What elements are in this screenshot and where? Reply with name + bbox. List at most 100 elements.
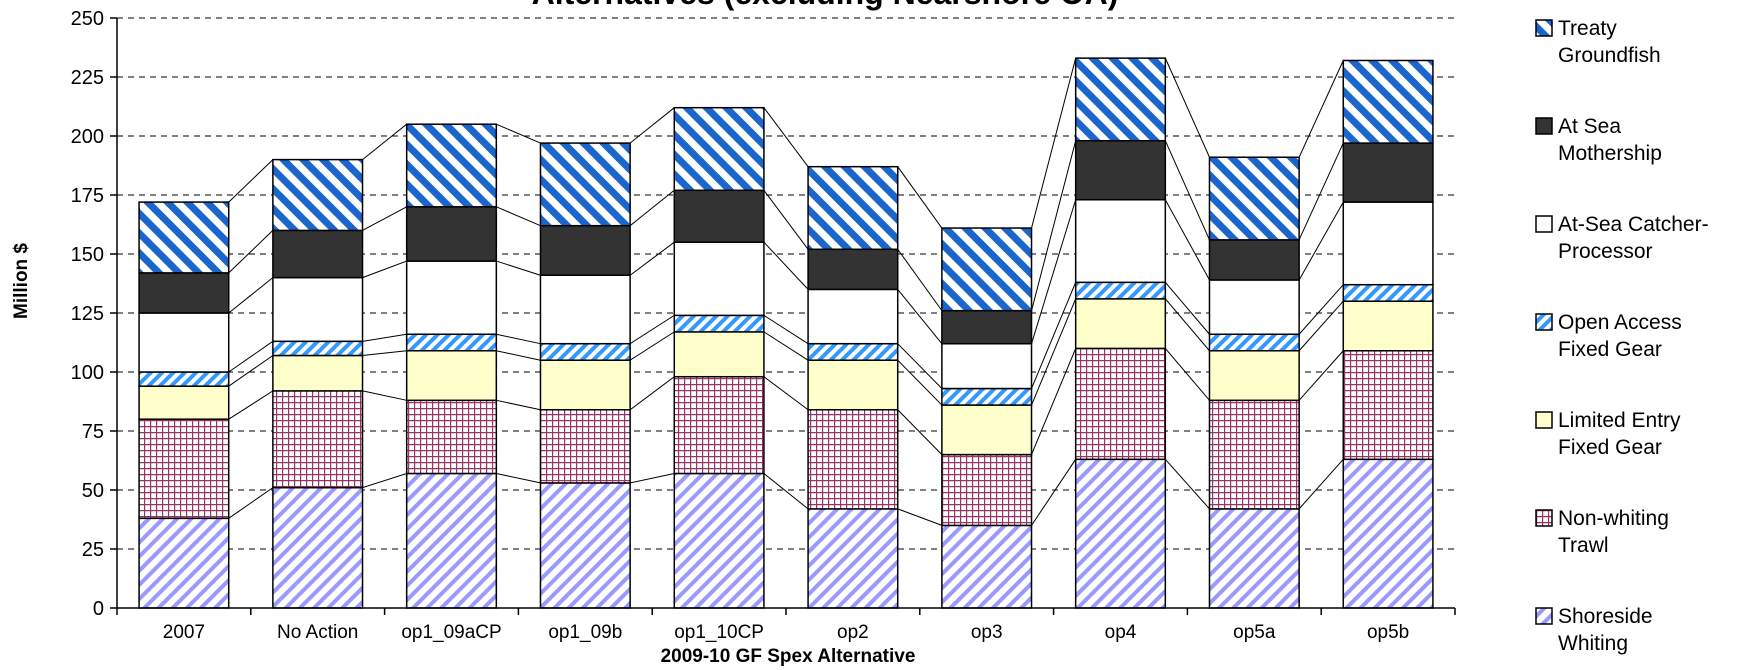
bars	[138, 57, 1434, 609]
series-connector-line	[362, 260, 407, 279]
x-tick-label: op5a	[1233, 622, 1276, 643]
bar-segment	[807, 359, 899, 411]
x-tick-label: op1_09b	[548, 622, 622, 643]
bar-segment	[1342, 300, 1434, 352]
bar-segment	[1342, 283, 1434, 302]
series-connector-line	[1164, 199, 1210, 281]
series-connector-line	[1164, 140, 1210, 241]
bar-segment	[807, 248, 899, 291]
bar-segment	[1074, 139, 1167, 201]
series-connector-line	[1164, 348, 1210, 401]
legend-label: Limited Entry Fixed Gear	[1558, 409, 1681, 459]
series-connector-line	[763, 314, 809, 345]
bar-segment	[673, 241, 765, 317]
bar-segment	[1208, 279, 1300, 335]
series-connector-line	[763, 473, 809, 510]
bar-segment	[673, 375, 765, 475]
legend-label: Treaty Groundfish	[1558, 17, 1661, 67]
bar-segment	[138, 312, 230, 373]
y-tick-label: 200	[71, 126, 104, 148]
bar-segment	[1342, 201, 1434, 286]
series-connector-line	[1031, 298, 1077, 406]
series-connector-line	[1298, 458, 1344, 510]
bar-segment	[539, 224, 631, 276]
bar-segment	[405, 350, 498, 402]
y-tick-label: 100	[71, 362, 104, 384]
y-tick-label: 25	[82, 539, 104, 561]
series-connector-line	[763, 241, 809, 290]
bar-segment	[1342, 350, 1434, 461]
bar-segment	[405, 206, 498, 262]
bar-segment	[1342, 59, 1434, 144]
series-connector-line	[630, 472, 675, 484]
bar-segment	[1342, 142, 1434, 203]
y-tick-label: 0	[93, 598, 104, 620]
bar-segment	[405, 472, 498, 609]
series-connector-line	[897, 359, 943, 406]
series-connector-line	[763, 107, 809, 167]
bar-segment	[539, 409, 631, 484]
bar-segment	[539, 359, 631, 411]
bar-segment	[1074, 281, 1167, 300]
bar-segment	[405, 333, 498, 352]
bar-segment	[1208, 333, 1300, 352]
bar-segment	[1208, 508, 1300, 609]
y-axis-ticks: 0 25 50 75 100 125 150 175 200 225 250	[71, 8, 117, 620]
bar-segment	[941, 227, 1033, 312]
x-tick-label: op1_09aCP	[401, 622, 501, 643]
legend-swatch	[1535, 215, 1553, 233]
bar-segment	[138, 385, 230, 420]
legend-swatch	[1535, 411, 1553, 429]
series-connector-line	[362, 333, 407, 342]
series-connector-line	[1298, 60, 1344, 158]
bar-segment	[1208, 156, 1300, 241]
legend-swatch	[1535, 313, 1553, 331]
series-connector-line	[362, 206, 407, 231]
series-connector-line	[763, 376, 809, 411]
series-connector-line	[629, 314, 675, 345]
bar-segment	[941, 387, 1033, 406]
bar-segment	[272, 229, 364, 279]
y-tick-label: 125	[71, 303, 104, 325]
series-connector-line	[362, 473, 407, 489]
bar-segment	[1208, 350, 1300, 402]
series-connector-line	[763, 331, 809, 361]
legend-label: At Sea Mothership	[1558, 115, 1662, 165]
legend-item: At-Sea Catcher-Processor	[1535, 213, 1709, 263]
series-connector-line	[629, 241, 675, 276]
series-connector-line	[629, 376, 675, 411]
series-connector-line	[1298, 201, 1344, 281]
y-axis-title: Million $	[11, 243, 32, 319]
series-connector-line	[897, 289, 943, 344]
bar-segment	[272, 486, 364, 609]
series-connector-line	[496, 123, 541, 144]
bar-segment	[807, 409, 899, 510]
bar-segment	[1208, 239, 1300, 281]
bar-segment	[1074, 347, 1167, 461]
bar-segment	[807, 342, 899, 361]
bar-segment	[272, 390, 364, 489]
bar-segment	[138, 418, 230, 520]
bar-segment	[405, 123, 498, 208]
series-connector-line	[1031, 199, 1077, 344]
x-axis-ticks: 2007 No Action op1_09aCP op1_09b op1_10CP op2…	[116, 608, 1456, 643]
series-connector-line	[629, 189, 675, 227]
bar-segment	[941, 342, 1033, 390]
bar-segment	[941, 404, 1033, 456]
series-connector-line	[1031, 282, 1077, 389]
bar-segment	[272, 340, 364, 357]
bar-segment	[539, 142, 631, 227]
legend-label: Shoreside Whiting	[1558, 605, 1653, 655]
legend-swatch	[1535, 117, 1553, 135]
bar-segment	[1074, 57, 1167, 142]
bar-segment	[272, 354, 364, 392]
chart-title: Alternatives (excluding Nearshore OA)	[532, 0, 1119, 11]
series-connector-line	[763, 189, 809, 250]
x-tick-label: op5b	[1367, 622, 1409, 643]
series-connector-line	[1031, 57, 1077, 229]
bar-segment	[272, 276, 364, 343]
y-tick-label: 50	[82, 480, 104, 502]
series-connector-line	[496, 260, 541, 276]
legend-label: At-Sea Catcher-Processor	[1558, 213, 1709, 263]
legend-label: Non-whiting Trawl	[1558, 507, 1669, 557]
